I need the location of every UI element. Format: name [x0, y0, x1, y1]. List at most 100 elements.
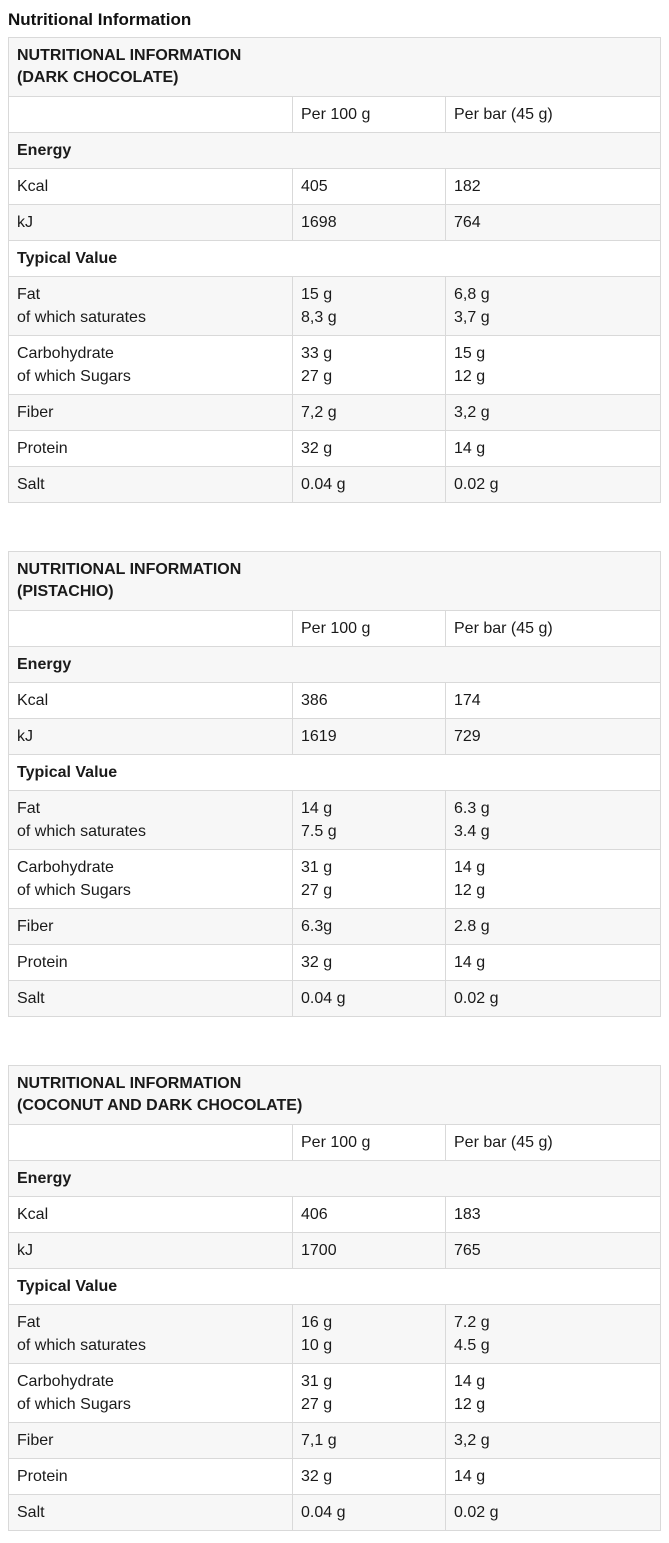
row-label: Fiber — [8, 1422, 293, 1459]
saturates-label: of which saturates — [17, 1337, 146, 1354]
section-row-typical-value: Typical Value — [8, 754, 661, 791]
value-per-100g: 31 g 27 g — [292, 849, 446, 909]
section-header-energy: Energy — [8, 1160, 661, 1197]
col-header-per-bar: Per bar (45 g) — [445, 96, 661, 133]
row-label: Fat of which saturates — [8, 276, 293, 336]
value-per-100g: 0.04 g — [292, 466, 446, 503]
sugars-per-100g: 27 g — [301, 368, 333, 385]
value-per-bar: 764 — [445, 204, 661, 241]
value-per-100g: 14 g 7.5 g — [292, 790, 446, 850]
col-header-per-100g: Per 100 g — [292, 1124, 446, 1161]
row-label: Fat of which saturates — [8, 1304, 293, 1364]
table-title-line1: NUTRITIONAL INFORMATION — [17, 1075, 242, 1092]
section-header-typical-value: Typical Value — [8, 1268, 661, 1305]
col-header-per-100g: Per 100 g — [292, 610, 446, 647]
saturates-per-bar: 3,7 g — [454, 309, 490, 326]
row-label: Protein — [8, 944, 293, 981]
value-per-100g: 32 g — [292, 1458, 446, 1495]
sugars-per-100g: 27 g — [301, 882, 333, 899]
fat-label: Fat — [17, 286, 41, 303]
table-title: NUTRITIONAL INFORMATION (DARK CHOCOLATE) — [8, 37, 661, 97]
section-header-energy: Energy — [8, 646, 661, 683]
sugars-per-bar: 12 g — [454, 882, 486, 899]
col-header-empty — [8, 610, 293, 647]
value-per-100g: 1698 — [292, 204, 446, 241]
row-label: Protein — [8, 430, 293, 467]
row-label: Carbohydrate of which Sugars — [8, 1363, 293, 1423]
sugars-label: of which Sugars — [17, 368, 131, 385]
column-header-row: Per 100 g Per bar (45 g) — [8, 610, 661, 647]
table-title-line1: NUTRITIONAL INFORMATION — [17, 47, 242, 64]
fat-per-bar: 6,8 g — [454, 286, 490, 303]
value-per-bar: 2.8 g — [445, 908, 661, 945]
row-label: Fiber — [8, 394, 293, 431]
value-per-bar: 3,2 g — [445, 394, 661, 431]
value-per-100g: 31 g 27 g — [292, 1363, 446, 1423]
table-title-line2: (DARK CHOCOLATE) — [17, 69, 179, 86]
col-header-empty — [8, 96, 293, 133]
nutrition-table-coconut-dark-chocolate: NUTRITIONAL INFORMATION (COCONUT AND DAR… — [8, 1065, 661, 1531]
value-per-bar: 0.02 g — [445, 466, 661, 503]
row-label: Carbohydrate of which Sugars — [8, 849, 293, 909]
table-row-protein: Protein 32 g 14 g — [8, 1458, 661, 1495]
nutrition-table-dark-chocolate: NUTRITIONAL INFORMATION (DARK CHOCOLATE)… — [8, 37, 661, 503]
table-title: NUTRITIONAL INFORMATION (COCONUT AND DAR… — [8, 1065, 661, 1125]
fat-label: Fat — [17, 800, 41, 817]
row-label: Protein — [8, 1458, 293, 1495]
value-per-100g: 1700 — [292, 1232, 446, 1269]
table-row-kcal: Kcal 406 183 — [8, 1196, 661, 1233]
table-row-salt: Salt 0.04 g 0.02 g — [8, 466, 661, 503]
value-per-bar: 174 — [445, 682, 661, 719]
table-title-row: NUTRITIONAL INFORMATION (COCONUT AND DAR… — [8, 1065, 661, 1125]
carbohydrate-label: Carbohydrate — [17, 345, 114, 362]
value-per-bar: 14 g 12 g — [445, 1363, 661, 1423]
col-header-per-100g: Per 100 g — [292, 96, 446, 133]
section-header-energy: Energy — [8, 132, 661, 169]
row-label: kJ — [8, 1232, 293, 1269]
value-per-100g: 15 g 8,3 g — [292, 276, 446, 336]
fat-per-100g: 16 g — [301, 1314, 333, 1331]
value-per-bar: 3,2 g — [445, 1422, 661, 1459]
section-row-energy: Energy — [8, 1160, 661, 1197]
carbohydrate-per-100g: 33 g — [301, 345, 333, 362]
fat-per-100g: 15 g — [301, 286, 333, 303]
table-row-fiber: Fiber 6.3g 2.8 g — [8, 908, 661, 945]
row-label: kJ — [8, 204, 293, 241]
carbohydrate-per-100g: 31 g — [301, 859, 333, 876]
col-header-per-bar: Per bar (45 g) — [445, 1124, 661, 1161]
row-label: Kcal — [8, 682, 293, 719]
nutrition-table-pistachio: NUTRITIONAL INFORMATION (PISTACHIO) Per … — [8, 551, 661, 1017]
column-header-row: Per 100 g Per bar (45 g) — [8, 1124, 661, 1161]
table-row-carbohydrate: Carbohydrate of which Sugars 31 g 27 g 1… — [8, 849, 661, 909]
value-per-100g: 1619 — [292, 718, 446, 755]
value-per-100g: 7,2 g — [292, 394, 446, 431]
table-row-salt: Salt 0.04 g 0.02 g — [8, 980, 661, 1017]
sugars-per-100g: 27 g — [301, 1396, 333, 1413]
table-row-protein: Protein 32 g 14 g — [8, 430, 661, 467]
value-per-100g: 7,1 g — [292, 1422, 446, 1459]
value-per-100g: 405 — [292, 168, 446, 205]
section-row-energy: Energy — [8, 132, 661, 169]
sugars-label: of which Sugars — [17, 882, 131, 899]
carbohydrate-label: Carbohydrate — [17, 1373, 114, 1390]
carbohydrate-label: Carbohydrate — [17, 859, 114, 876]
section-header-typical-value: Typical Value — [8, 240, 661, 277]
table-row-fat: Fat of which saturates 16 g 10 g 7.2 g 4… — [8, 1304, 661, 1364]
value-per-bar: 183 — [445, 1196, 661, 1233]
saturates-per-bar: 3.4 g — [454, 823, 490, 840]
table-row-protein: Protein 32 g 14 g — [8, 944, 661, 981]
value-per-bar: 14 g — [445, 430, 661, 467]
column-header-row: Per 100 g Per bar (45 g) — [8, 96, 661, 133]
value-per-100g: 386 — [292, 682, 446, 719]
row-label: Carbohydrate of which Sugars — [8, 335, 293, 395]
row-label: Kcal — [8, 1196, 293, 1233]
carbohydrate-per-bar: 15 g — [454, 345, 486, 362]
table-row-carbohydrate: Carbohydrate of which Sugars 33 g 27 g 1… — [8, 335, 661, 395]
section-row-typical-value: Typical Value — [8, 240, 661, 277]
value-per-bar: 0.02 g — [445, 980, 661, 1017]
sugars-per-bar: 12 g — [454, 1396, 486, 1413]
section-header-typical-value: Typical Value — [8, 754, 661, 791]
table-row-kj: kJ 1700 765 — [8, 1232, 661, 1269]
sugars-per-bar: 12 g — [454, 368, 486, 385]
value-per-bar: 14 g 12 g — [445, 849, 661, 909]
